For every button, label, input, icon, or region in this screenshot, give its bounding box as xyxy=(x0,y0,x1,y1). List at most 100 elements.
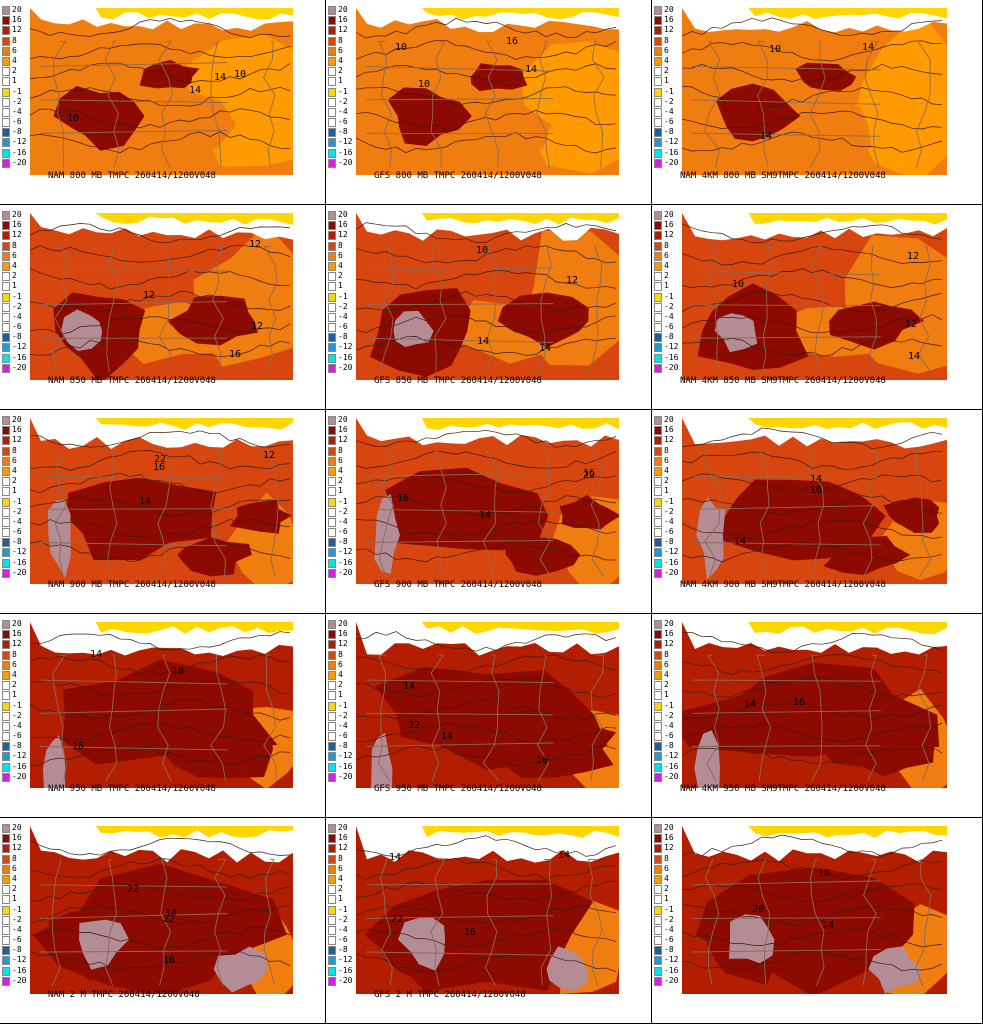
legend-swatch xyxy=(2,477,10,487)
legend-value: 20 xyxy=(12,823,22,832)
map-panel[interactable]: 20 16 12 8 6 4 2 1 -1 -2 -4 -6 -8 -12 -16 -20 14 10 14 NAM … xyxy=(652,0,983,205)
map-panel[interactable]: 20 16 12 8 6 4 2 1 -1 -2 -4 -6 -8 -12 -16 -20 22 14 16 14 GF… xyxy=(326,614,652,818)
legend-swatch xyxy=(654,721,662,731)
contour-label: 16 xyxy=(229,349,241,360)
legend-value: -8 xyxy=(664,945,674,955)
legend-swatch xyxy=(2,558,10,568)
panel-caption: GFS 900 MB TMPC 260414/1200V048 xyxy=(374,580,542,590)
legend-value: -4 xyxy=(338,516,348,526)
legend-value: 2 xyxy=(664,476,669,486)
legend-value: -12 xyxy=(664,137,679,147)
legend-swatch xyxy=(654,701,662,711)
legend-swatch xyxy=(654,272,662,282)
contour-label: 22 xyxy=(163,914,175,925)
legend-swatch xyxy=(2,446,10,456)
state-boundary xyxy=(365,915,554,919)
map-panel[interactable]: 20 16 12 8 6 4 2 1 -1 -2 -4 -6 -8 -12 -16 -20 14 14 22 16 GF… xyxy=(326,818,652,1024)
state-boundary xyxy=(809,40,826,168)
state-boundary xyxy=(485,859,498,986)
map-panel[interactable]: 20 16 12 8 6 4 2 1 -1 -2 -4 -6 -8 -12 -16 -20 22 16 14 22 NA… xyxy=(0,818,326,1024)
legend-swatch xyxy=(654,630,662,640)
legend-swatch xyxy=(654,691,662,701)
color-legend: 20 16 12 8 6 4 2 1 -1 -2 -4 -6 -8 -12 -16 -20 xyxy=(654,5,680,169)
freezing-region xyxy=(748,8,947,19)
contour-label: 12 xyxy=(251,321,263,332)
isotherm-contour xyxy=(682,110,943,130)
legend-swatch xyxy=(328,507,336,517)
warm-region xyxy=(387,87,472,146)
legend-swatch xyxy=(654,874,662,884)
legend-value: -12 xyxy=(664,955,679,965)
map-panel[interactable]: 20 16 12 8 6 4 2 1 -1 -2 -4 -6 -8 -12 -16 -20 14 16 NAM 4K… xyxy=(652,614,983,818)
isotherm-contour xyxy=(682,541,943,563)
map-panel[interactable]: 20 16 12 8 6 4 2 1 -1 -2 -4 -6 -8 -12 -16 -20 10 14 12 12 NA… xyxy=(652,205,983,410)
state-boundary xyxy=(757,40,769,168)
legend-swatch xyxy=(2,620,10,629)
freezing-region xyxy=(421,418,619,430)
legend-value: 16 xyxy=(664,629,674,639)
legend-value: -8 xyxy=(664,127,674,137)
legend-value: -2 xyxy=(664,710,674,720)
legend-value: -16 xyxy=(664,352,679,362)
contour-label: 10 xyxy=(67,113,79,124)
map-panel[interactable]: 20 16 12 8 6 4 2 1 -1 -2 -4 -6 -8 -12 -16 -20 22 16 16 14 GF… xyxy=(326,410,652,614)
legend-swatch xyxy=(654,107,662,117)
legend-value: 1 xyxy=(12,281,17,291)
state-boundary xyxy=(869,245,877,373)
legend-value: -4 xyxy=(12,311,22,321)
map-panel[interactable]: 20 16 12 8 6 4 2 1 -1 -2 -4 -6 -8 -12 -16 -20 12 12 12 16 NA… xyxy=(0,205,326,410)
contour-label: 14 xyxy=(214,72,226,83)
state-boundary xyxy=(39,508,228,510)
map-panel[interactable]: 20 16 12 8 6 4 2 1 -1 -2 -4 -6 -8 -12 -16 -20 14 10 10 16 GF… xyxy=(326,0,652,205)
legend-swatch xyxy=(328,956,336,966)
legend-value: 1 xyxy=(664,894,669,904)
legend-swatch xyxy=(328,640,336,650)
legend-value: -6 xyxy=(664,117,674,127)
warm-region xyxy=(505,537,581,576)
map-panel[interactable]: 20 16 12 8 6 4 2 1 -1 -2 -4 -6 -8 -12 -16 -20 20 16 14 xyxy=(652,818,983,1024)
state-boundary xyxy=(159,859,172,986)
legend-value: 2 xyxy=(664,271,669,281)
legend-swatch xyxy=(654,497,662,507)
state-boundary xyxy=(39,301,228,306)
map-panel[interactable]: 20 16 12 8 6 4 2 1 -1 -2 -4 -6 -8 -12 -16 -20 22 16 12 14 NA… xyxy=(0,410,326,614)
legend-value: -12 xyxy=(338,751,353,761)
legend-value: 16 xyxy=(12,833,22,843)
legend-swatch xyxy=(328,363,336,373)
legend-swatch xyxy=(654,772,662,782)
isotherm-contour xyxy=(356,881,617,901)
isotherm-contour xyxy=(30,316,291,335)
legend-swatch xyxy=(328,824,336,833)
legend-swatch xyxy=(328,487,336,497)
legend-value: -1 xyxy=(338,86,348,96)
state-boundary xyxy=(212,245,224,373)
legend-swatch xyxy=(2,158,10,168)
legend-swatch xyxy=(328,251,336,261)
contour-label: 14 xyxy=(403,681,415,692)
state-boundary xyxy=(537,450,552,578)
legend-swatch xyxy=(2,742,10,752)
legend-value: -6 xyxy=(12,322,22,332)
legend-swatch xyxy=(654,548,662,558)
isotherm-contour xyxy=(356,222,617,244)
map-panel[interactable]: 20 16 12 8 6 4 2 1 -1 -2 -4 -6 -8 -12 -16 -20 14 10 10 14 NA… xyxy=(0,0,326,205)
state-boundary xyxy=(537,654,550,782)
legend-swatch xyxy=(654,568,662,578)
legend-swatch xyxy=(2,6,10,15)
legend-value: 1 xyxy=(12,486,17,496)
legend-value: -4 xyxy=(664,106,674,116)
map-panel[interactable]: 20 16 12 8 6 4 2 1 -1 -2 -4 -6 -8 -12 -16 -20 14 14 10 12 GF… xyxy=(326,205,652,410)
legend-swatch xyxy=(2,56,10,66)
isotherm-contour xyxy=(682,745,943,765)
state-boundary xyxy=(365,883,554,886)
state-boundary xyxy=(104,654,118,782)
legend-value: 20 xyxy=(338,619,348,628)
state-boundary xyxy=(691,710,881,714)
isotherm-contour xyxy=(30,336,291,358)
legend-swatch xyxy=(654,885,662,895)
legend-value: 8 xyxy=(12,445,17,455)
legend-value: 2 xyxy=(338,271,343,281)
map-panel[interactable]: 20 16 12 8 6 4 2 1 -1 -2 -4 -6 -8 -12 -16 -20 16 14 18 NAM … xyxy=(0,614,326,818)
map-panel[interactable]: 20 16 12 8 6 4 2 1 -1 -2 -4 -6 -8 -12 -16 -20 16 14 14 NAM … xyxy=(652,410,983,614)
